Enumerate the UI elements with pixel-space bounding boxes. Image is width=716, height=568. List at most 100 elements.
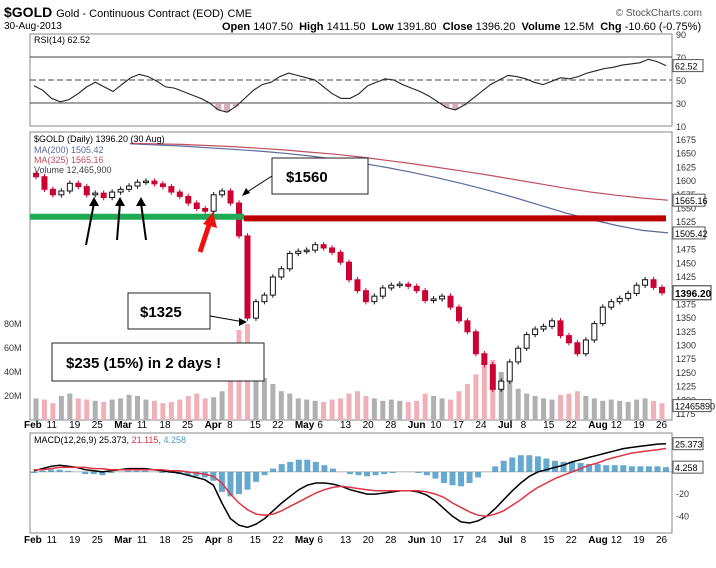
rsi-tick-label: 90 bbox=[676, 30, 686, 40]
price-x-tick-label: Jun bbox=[408, 420, 426, 431]
candle-body bbox=[75, 182, 82, 188]
price-tick-label: 1675 bbox=[676, 135, 696, 145]
ma325-legend: MA(325) 1565.16 bbox=[34, 155, 104, 165]
annotation-drop: $235 (15%) in 2 days ! bbox=[66, 355, 221, 372]
macd-histogram-bar bbox=[517, 455, 524, 472]
candle-body bbox=[447, 295, 454, 308]
candle-body bbox=[117, 188, 124, 193]
volume-bar bbox=[574, 391, 580, 420]
price-x-tick-label: 20 bbox=[363, 420, 375, 431]
rsi-tick-label: 10 bbox=[676, 122, 686, 132]
macd-histogram-bar bbox=[287, 461, 294, 472]
volume-bar bbox=[617, 400, 623, 420]
macd-histogram-bar bbox=[133, 470, 140, 472]
macd-histogram-bar bbox=[304, 459, 311, 472]
volume-bar bbox=[219, 391, 225, 420]
candle-body bbox=[633, 284, 640, 294]
macd-histogram-bar bbox=[645, 466, 652, 472]
price-tick-label: 1450 bbox=[676, 258, 696, 268]
candle-body bbox=[557, 320, 564, 337]
candle-body bbox=[481, 353, 488, 366]
price-tick-label: 1375 bbox=[676, 299, 696, 309]
macd-histogram-bar bbox=[278, 464, 285, 472]
volume-bar bbox=[126, 394, 132, 420]
candle-body bbox=[159, 183, 166, 188]
macd-histogram-bar bbox=[124, 470, 131, 472]
macd-histogram-bar bbox=[637, 466, 644, 472]
candle-body bbox=[540, 325, 547, 330]
candle-body bbox=[202, 208, 209, 212]
candle-body bbox=[83, 186, 90, 196]
volume-bar bbox=[287, 393, 293, 420]
volume-bar bbox=[160, 403, 166, 420]
price-tick-label: 1550 bbox=[676, 204, 696, 214]
volume-bar bbox=[583, 396, 589, 420]
volume-bar bbox=[448, 399, 454, 420]
macd-histogram-bar bbox=[389, 471, 396, 473]
price-tick-label: 1250 bbox=[676, 368, 696, 378]
price-x-tick-label: Mar bbox=[114, 420, 132, 431]
volume-bar bbox=[253, 369, 259, 420]
macd-histogram-bar bbox=[620, 465, 627, 472]
macd-histogram-bar bbox=[449, 471, 456, 486]
annotation-pointer-1560 bbox=[243, 175, 273, 195]
volume-bar bbox=[261, 378, 267, 420]
volume-bar bbox=[464, 384, 470, 420]
macd-histogram-bar bbox=[381, 471, 388, 475]
macd-legend: MACD(12,26,9) 25.373, 21.115, 4.258 bbox=[34, 435, 186, 445]
rsi-line bbox=[33, 58, 667, 113]
candle-body bbox=[506, 361, 513, 382]
volume-bar bbox=[354, 391, 360, 420]
macd-histogram-bar bbox=[628, 466, 635, 472]
volume-bar bbox=[473, 374, 479, 420]
candle-body bbox=[346, 261, 352, 281]
volume-bar bbox=[456, 391, 462, 420]
macd-histogram-bar bbox=[475, 471, 482, 478]
annotation-pointer-1325 bbox=[209, 315, 245, 323]
price-tick-label: 1425 bbox=[676, 272, 696, 282]
candle-body bbox=[252, 301, 259, 319]
candle-body bbox=[295, 250, 302, 254]
macd-histogram-bar bbox=[347, 471, 353, 475]
macd-histogram-bar bbox=[227, 471, 234, 497]
candle-body bbox=[66, 182, 73, 192]
macd-histogram-bar bbox=[82, 471, 89, 475]
candle-body bbox=[227, 190, 234, 204]
macd-x-tick-label: 20 bbox=[363, 535, 375, 546]
candle-body bbox=[219, 190, 226, 196]
volume-bar bbox=[228, 366, 234, 420]
macd-x-tick-label: 6 bbox=[317, 535, 323, 546]
volume-bar bbox=[608, 399, 614, 420]
price-x-tick-label: 8 bbox=[227, 420, 233, 431]
macd-histogram-bar bbox=[543, 458, 550, 472]
candle-body bbox=[405, 283, 412, 287]
rsi-oversold-fill bbox=[232, 103, 239, 107]
macd-signal-line bbox=[34, 447, 667, 518]
price-x-tick-label: 17 bbox=[453, 420, 465, 431]
candle-body bbox=[439, 295, 446, 300]
candle-body bbox=[388, 284, 395, 289]
price-x-tick-label: 24 bbox=[475, 420, 487, 431]
candle-body bbox=[151, 180, 158, 185]
symbol: $GOLD bbox=[4, 4, 53, 20]
macd-histogram-bar bbox=[466, 471, 473, 483]
macd-histogram-bar bbox=[142, 470, 149, 472]
macd-last-value-box bbox=[672, 437, 704, 451]
volume-bar bbox=[439, 398, 445, 420]
price-tick-label: 1600 bbox=[676, 176, 696, 186]
macd-x-tick-label: 17 bbox=[453, 535, 465, 546]
macd-x-tick-label: 15 bbox=[250, 535, 262, 546]
volume-bar bbox=[118, 398, 124, 420]
price-x-tick-label: 12 bbox=[611, 420, 623, 431]
volume-bar bbox=[388, 399, 394, 420]
candle-body bbox=[126, 185, 133, 190]
price-x-tick-label: Aug bbox=[588, 420, 607, 431]
macd-histogram-bar bbox=[48, 469, 55, 472]
volume-bar bbox=[151, 400, 157, 420]
candle-body bbox=[362, 290, 369, 303]
price-tick-label: 1650 bbox=[676, 149, 696, 159]
price-x-tick-label: 11 bbox=[137, 420, 148, 431]
rsi-last-value-box bbox=[672, 59, 704, 73]
volume-bar bbox=[600, 400, 606, 420]
